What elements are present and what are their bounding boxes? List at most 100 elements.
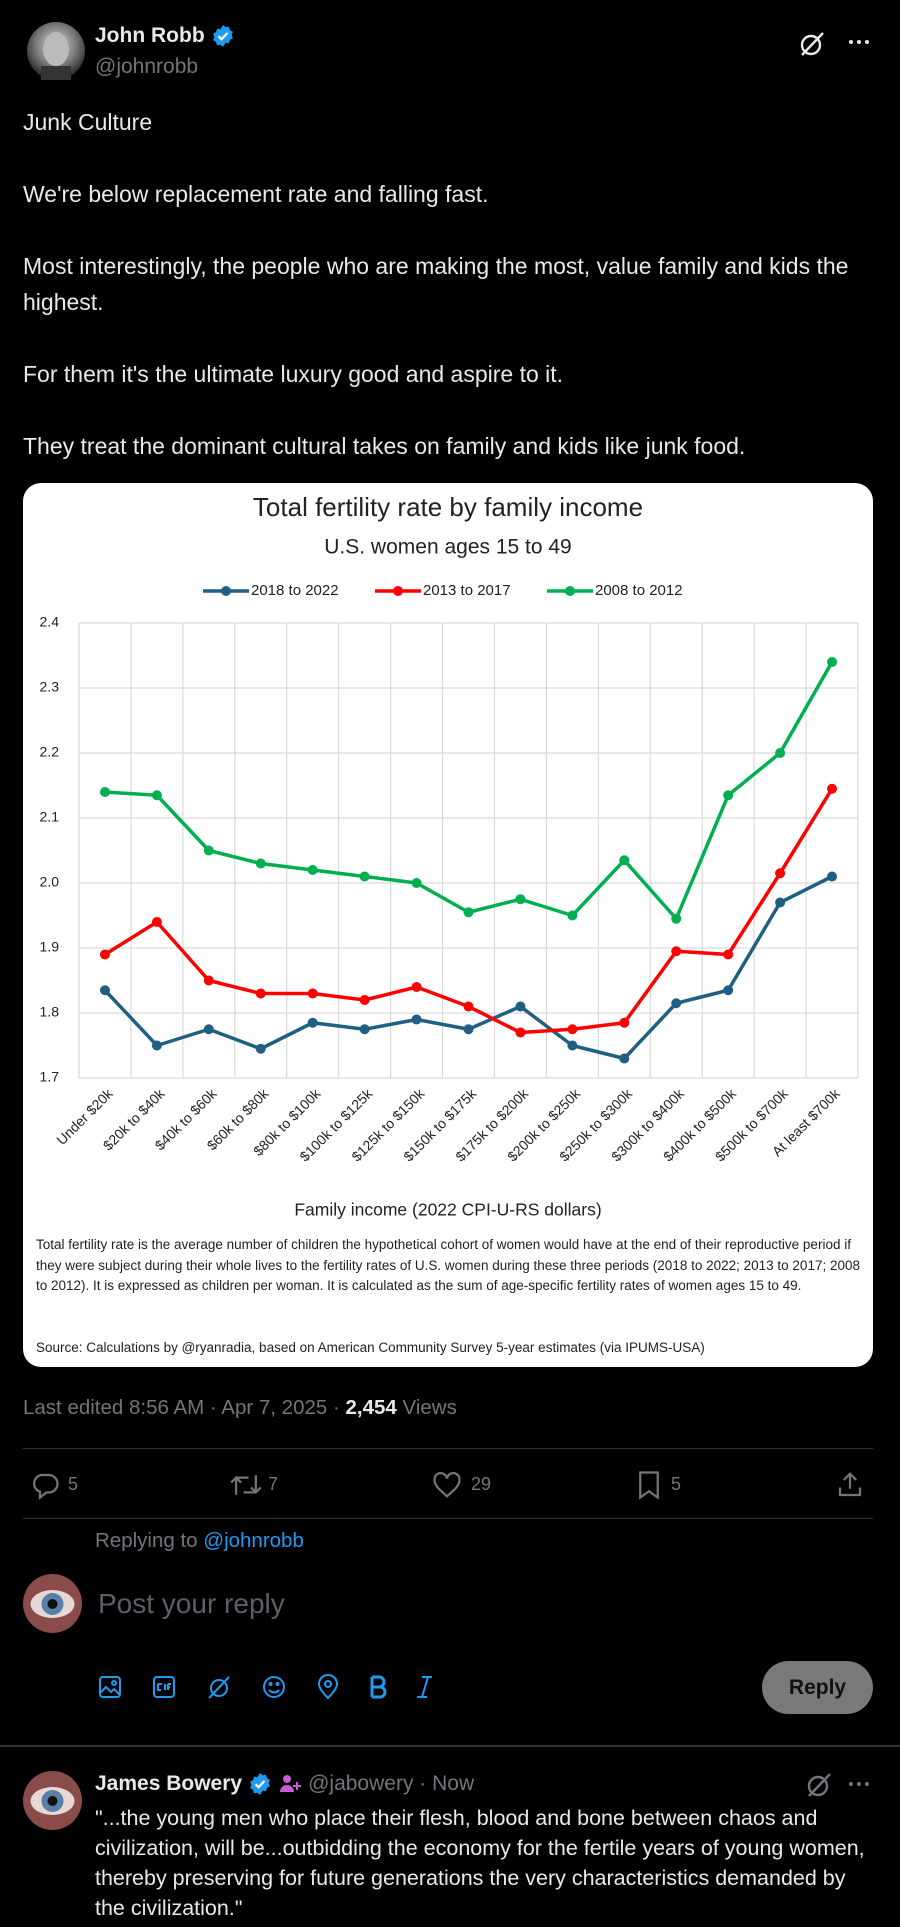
gif-icon[interactable] <box>153 1676 175 1698</box>
data-point <box>827 783 838 794</box>
reply-handle[interactable]: @jabowery · Now <box>308 1772 475 1795</box>
data-point <box>567 910 578 921</box>
y-tick-label: 2.3 <box>40 679 60 695</box>
replying-mention[interactable]: @johnrobb <box>203 1529 304 1552</box>
divider <box>23 1448 873 1449</box>
divider <box>23 1518 873 1519</box>
reply-author[interactable]: James Bowery <box>95 1772 243 1795</box>
data-point <box>723 790 734 801</box>
data-point <box>619 855 630 866</box>
view-count: 2,454 <box>345 1396 397 1419</box>
emoji-icon[interactable] <box>263 1676 285 1698</box>
repost-icon[interactable] <box>230 1470 262 1500</box>
more-icon[interactable] <box>847 1778 871 1790</box>
data-point <box>619 1017 630 1028</box>
y-tick-label: 2.0 <box>40 874 60 890</box>
reply-text: "...the young men who place their flesh,… <box>95 1806 865 1920</box>
italic-icon[interactable] <box>417 1676 432 1698</box>
x-axis-title: Family income (2022 CPI-U-RS dollars) <box>294 1200 601 1220</box>
chart: Total fertility rate by family income U.… <box>40 492 859 1220</box>
data-point <box>411 878 422 888</box>
replying-label: Replying to <box>95 1529 198 1552</box>
bookmark-icon[interactable] <box>634 1470 664 1500</box>
repost-count: 7 <box>268 1474 279 1494</box>
affiliate-icon <box>280 1775 302 1792</box>
data-point <box>567 1040 578 1051</box>
verified-badge <box>250 1773 270 1795</box>
reply-avatar[interactable] <box>23 1771 82 1830</box>
series-line <box>104 661 834 921</box>
author-row: John Robb <box>95 24 235 48</box>
data-point <box>463 1001 474 1012</box>
like-count: 29 <box>471 1474 492 1494</box>
data-point <box>99 787 110 797</box>
data-point <box>463 1024 474 1035</box>
data-point <box>307 865 318 875</box>
views-label: Views <box>402 1396 457 1419</box>
data-point <box>99 985 110 996</box>
share-icon[interactable] <box>835 1470 865 1500</box>
grok-icon[interactable] <box>805 1771 833 1799</box>
data-point <box>827 871 838 882</box>
edited-time[interactable]: Last edited 8:56 AM · Apr 7, 2025 · <box>23 1396 340 1419</box>
more-icon[interactable] <box>847 36 871 48</box>
post-paragraph: They treat the dominant cultural takes o… <box>23 433 746 459</box>
verified-badge <box>212 25 233 47</box>
legend-marker <box>565 586 575 596</box>
user-avatar[interactable] <box>23 1574 82 1633</box>
data-point <box>359 1024 370 1035</box>
data-point <box>151 917 162 927</box>
grok-icon[interactable] <box>798 30 826 58</box>
data-point <box>775 748 786 758</box>
bookmark-count: 5 <box>671 1474 682 1494</box>
data-point <box>99 949 110 960</box>
media-icon[interactable] <box>99 1676 121 1698</box>
data-point <box>827 657 838 667</box>
reply-header: James Bowery @jabowery · Now <box>95 1772 474 1796</box>
data-point <box>671 946 682 957</box>
replying-to: Replying to @johnrobb <box>95 1529 304 1553</box>
post-paragraph: Junk Culture <box>23 109 153 135</box>
data-point <box>411 1014 422 1025</box>
reply-icon[interactable] <box>30 1470 60 1500</box>
data-point <box>515 894 526 905</box>
legend-marker <box>393 586 403 596</box>
post-paragraph: We're below replacement rate and falling… <box>23 181 489 207</box>
legend-label: 2008 to 2012 <box>595 582 683 599</box>
post-paragraph: Most interestingly, the people who are m… <box>23 253 849 315</box>
data-point <box>723 985 734 996</box>
avatar[interactable] <box>27 22 85 80</box>
post-paragraph: For them it's the ultimate luxury good a… <box>23 361 564 387</box>
data-point <box>411 982 422 992</box>
author-name[interactable]: John Robb <box>95 24 205 47</box>
data-point <box>203 975 214 986</box>
data-point <box>515 1027 526 1038</box>
data-point <box>307 988 318 999</box>
data-point <box>255 1043 266 1054</box>
data-point <box>775 868 786 879</box>
author-handle[interactable]: @johnrobb <box>95 55 199 78</box>
chart-card[interactable]: Total fertility rate by family income U.… <box>23 483 873 1367</box>
divider <box>0 1745 900 1747</box>
legend-label: 2013 to 2017 <box>423 582 511 599</box>
like-icon[interactable] <box>432 1470 462 1500</box>
data-point <box>775 897 786 908</box>
reply-count: 5 <box>68 1474 79 1494</box>
data-point <box>203 1024 214 1035</box>
data-point <box>567 1024 578 1035</box>
chart-note: Total fertility rate is the average numb… <box>36 1237 860 1293</box>
chart-subtitle: U.S. women ages 15 to 49 <box>324 536 571 559</box>
reply-input[interactable]: Post your reply <box>98 1588 285 1619</box>
data-point <box>671 913 682 924</box>
reply-button[interactable]: Reply <box>762 1661 873 1714</box>
data-point <box>359 871 370 882</box>
y-tick-label: 1.8 <box>40 1004 60 1020</box>
data-point <box>151 790 162 801</box>
data-point <box>255 988 266 999</box>
bold-icon[interactable] <box>370 1675 387 1699</box>
location-icon[interactable] <box>317 1674 339 1700</box>
grok-compose-icon[interactable] <box>208 1676 230 1699</box>
data-point <box>671 998 682 1009</box>
data-point <box>463 907 474 918</box>
